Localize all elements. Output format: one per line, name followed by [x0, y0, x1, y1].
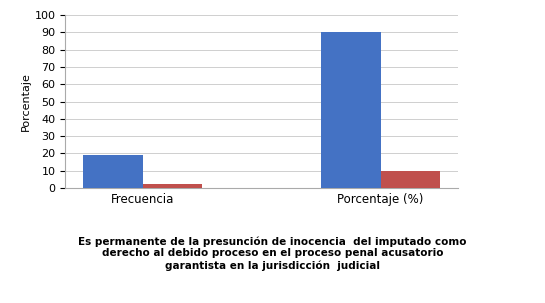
Bar: [83, 155, 143, 188]
Text: Es permanente de la presunción de inocencia  del imputado como
derecho al debido: Es permanente de la presunción de inocen…: [78, 236, 467, 271]
Bar: [143, 185, 202, 188]
Bar: [321, 32, 380, 188]
Bar: [380, 171, 440, 188]
Y-axis label: Porcentaje: Porcentaje: [21, 72, 31, 131]
